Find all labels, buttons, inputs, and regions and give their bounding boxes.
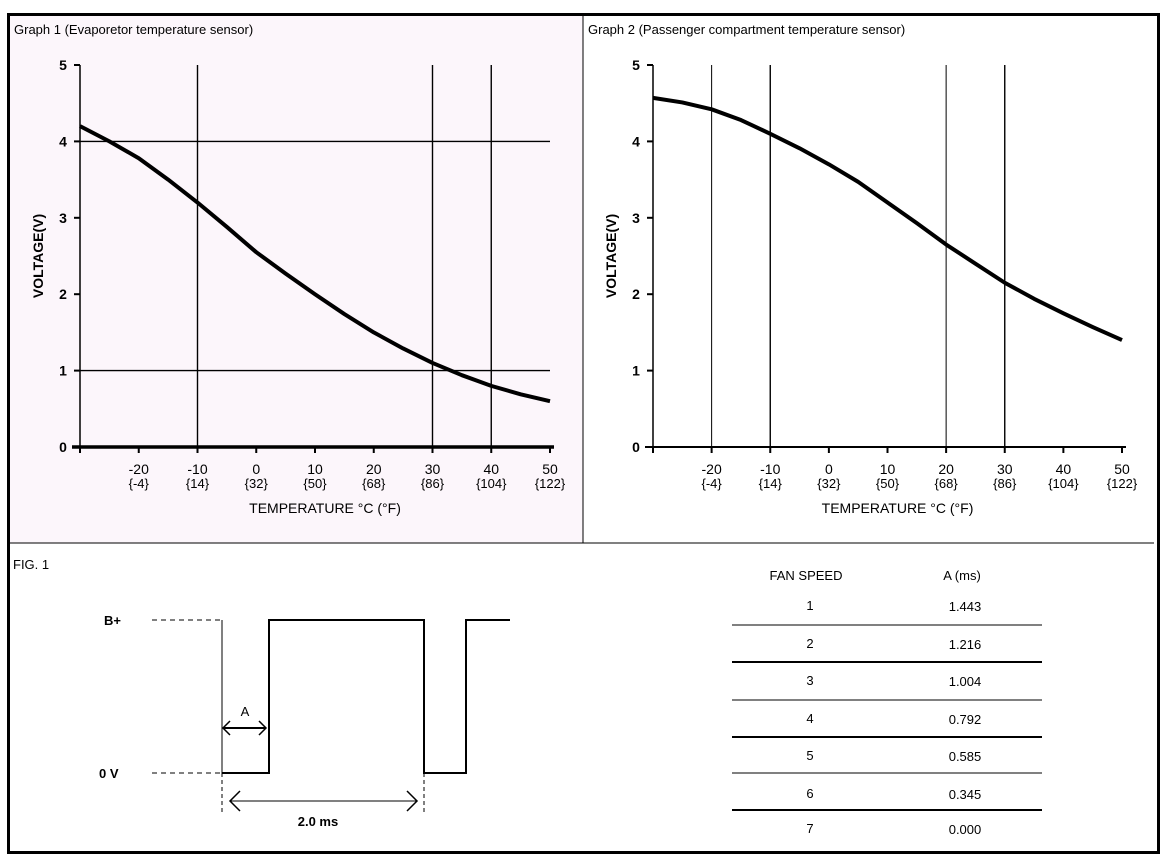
y-tick-label: 2 bbox=[59, 286, 67, 302]
y-tick-label: 4 bbox=[632, 133, 640, 149]
x-tick-label-c: -20 bbox=[702, 461, 722, 477]
y-tick-label: 5 bbox=[59, 57, 67, 73]
x-tick-label-c: 0 bbox=[252, 461, 260, 477]
x-tick-label-c: 50 bbox=[1114, 461, 1130, 477]
table-row: 1 1.443 bbox=[806, 598, 981, 614]
x-tick-label-c: 10 bbox=[307, 461, 323, 477]
table-row: 5 0.585 bbox=[806, 748, 981, 764]
x-tick-label-c: -20 bbox=[129, 461, 149, 477]
graph-title: Graph 2 (Passenger compartment temperatu… bbox=[588, 22, 905, 37]
x-tick-label-f: {104} bbox=[476, 476, 507, 491]
zero-volt-label: 0 V bbox=[99, 766, 119, 781]
table-row: 2 1.216 bbox=[806, 636, 981, 652]
table-header-a-ms: A (ms) bbox=[943, 568, 981, 583]
y-tick-label: 2 bbox=[632, 286, 640, 302]
table-row: 3 1.004 bbox=[806, 673, 981, 689]
a-dimension-arrow bbox=[221, 720, 268, 736]
table-row: 7 0.000 bbox=[806, 821, 981, 837]
series-line bbox=[652, 95, 1123, 342]
pwm-waveform bbox=[222, 619, 510, 774]
x-tick-label-f: {32} bbox=[245, 476, 269, 491]
a-ms-cell: 0.000 bbox=[949, 822, 982, 837]
fan-speed-cell: 2 bbox=[806, 636, 813, 651]
table-header-fan-speed: FAN SPEED bbox=[770, 568, 843, 583]
x-tick-label-c: 50 bbox=[542, 461, 558, 477]
b-plus-label: B+ bbox=[104, 613, 121, 628]
a-ms-cell: 1.216 bbox=[949, 637, 982, 652]
series-line bbox=[79, 124, 551, 404]
table-row: 6 0.345 bbox=[806, 786, 981, 802]
period-label: 2.0 ms bbox=[298, 814, 338, 829]
graph-2: Graph 2 (Passenger compartment temperatu… bbox=[588, 22, 1138, 516]
y-tick-label: 3 bbox=[59, 210, 67, 226]
y-tick-label: 0 bbox=[632, 439, 640, 455]
x-tick-label-c: 20 bbox=[366, 461, 382, 477]
x-tick-label-f: {50} bbox=[303, 476, 327, 491]
y-tick-label: 3 bbox=[632, 210, 640, 226]
a-ms-cell: 0.792 bbox=[949, 712, 982, 727]
x-tick-label-f: {50} bbox=[876, 476, 900, 491]
fan-speed-cell: 5 bbox=[806, 748, 813, 763]
fan-speed-cell: 4 bbox=[806, 711, 813, 726]
x-tick-label-c: 30 bbox=[425, 461, 441, 477]
x-axis-label: TEMPERATURE °C (°F) bbox=[822, 500, 974, 516]
a-ms-cell: 1.004 bbox=[949, 674, 982, 689]
x-tick-label-f: {68} bbox=[935, 476, 959, 491]
fan-speed-cell: 7 bbox=[806, 821, 813, 836]
x-tick-label-c: 20 bbox=[938, 461, 954, 477]
x-axis-label: TEMPERATURE °C (°F) bbox=[249, 500, 401, 516]
x-tick-label-f: {-4} bbox=[702, 476, 723, 491]
y-tick-label: 4 bbox=[59, 133, 67, 149]
fan-speed-cell: 3 bbox=[806, 673, 813, 688]
fan-speed-table: FAN SPEED A (ms) 1 1.443 2 1.216 3 1.004 4 0.79… bbox=[732, 568, 1042, 837]
x-tick-label-f: {104} bbox=[1048, 476, 1079, 491]
x-tick-label-c: 10 bbox=[880, 461, 896, 477]
x-tick-label-f: {68} bbox=[362, 476, 386, 491]
a-ms-cell: 0.345 bbox=[949, 787, 982, 802]
x-tick-label-f: {32} bbox=[817, 476, 841, 491]
x-tick-label-f: {-4} bbox=[129, 476, 150, 491]
fan-speed-cell: 1 bbox=[806, 598, 813, 613]
y-axis-label: VOLTAGE(V) bbox=[30, 214, 46, 298]
fan-speed-cell: 6 bbox=[806, 786, 813, 801]
y-tick-label: 1 bbox=[632, 363, 640, 379]
x-tick-label-c: 0 bbox=[825, 461, 833, 477]
x-tick-label-c: 30 bbox=[997, 461, 1013, 477]
figure-frame bbox=[7, 13, 1160, 854]
x-tick-label-f: {14} bbox=[186, 476, 210, 491]
a-ms-cell: 1.443 bbox=[949, 599, 982, 614]
x-tick-label-c: -10 bbox=[187, 461, 207, 477]
x-tick-label-f: {14} bbox=[759, 476, 783, 491]
y-tick-label: 5 bbox=[632, 57, 640, 73]
x-tick-label-c: 40 bbox=[1056, 461, 1072, 477]
y-axis-label: VOLTAGE(V) bbox=[603, 214, 619, 298]
y-tick-label: 0 bbox=[59, 439, 67, 455]
x-tick-label-f: {86} bbox=[993, 476, 1017, 491]
y-tick-label: 1 bbox=[59, 363, 67, 379]
x-tick-label-f: {122} bbox=[535, 476, 566, 491]
x-tick-label-c: 40 bbox=[483, 461, 499, 477]
graph-title: Graph 1 (Evaporetor temperature sensor) bbox=[14, 22, 253, 37]
a-label: A bbox=[241, 704, 250, 719]
graph-1: Graph 1 (Evaporetor temperature sensor) 0… bbox=[14, 22, 566, 516]
a-ms-cell: 0.585 bbox=[949, 749, 982, 764]
period-dimension-arrow bbox=[228, 790, 419, 812]
table-row: 4 0.792 bbox=[806, 711, 981, 727]
fig-label: FIG. 1 bbox=[13, 557, 49, 572]
x-tick-label-f: {86} bbox=[421, 476, 445, 491]
x-tick-label-f: {122} bbox=[1107, 476, 1138, 491]
x-tick-label-c: -10 bbox=[760, 461, 780, 477]
